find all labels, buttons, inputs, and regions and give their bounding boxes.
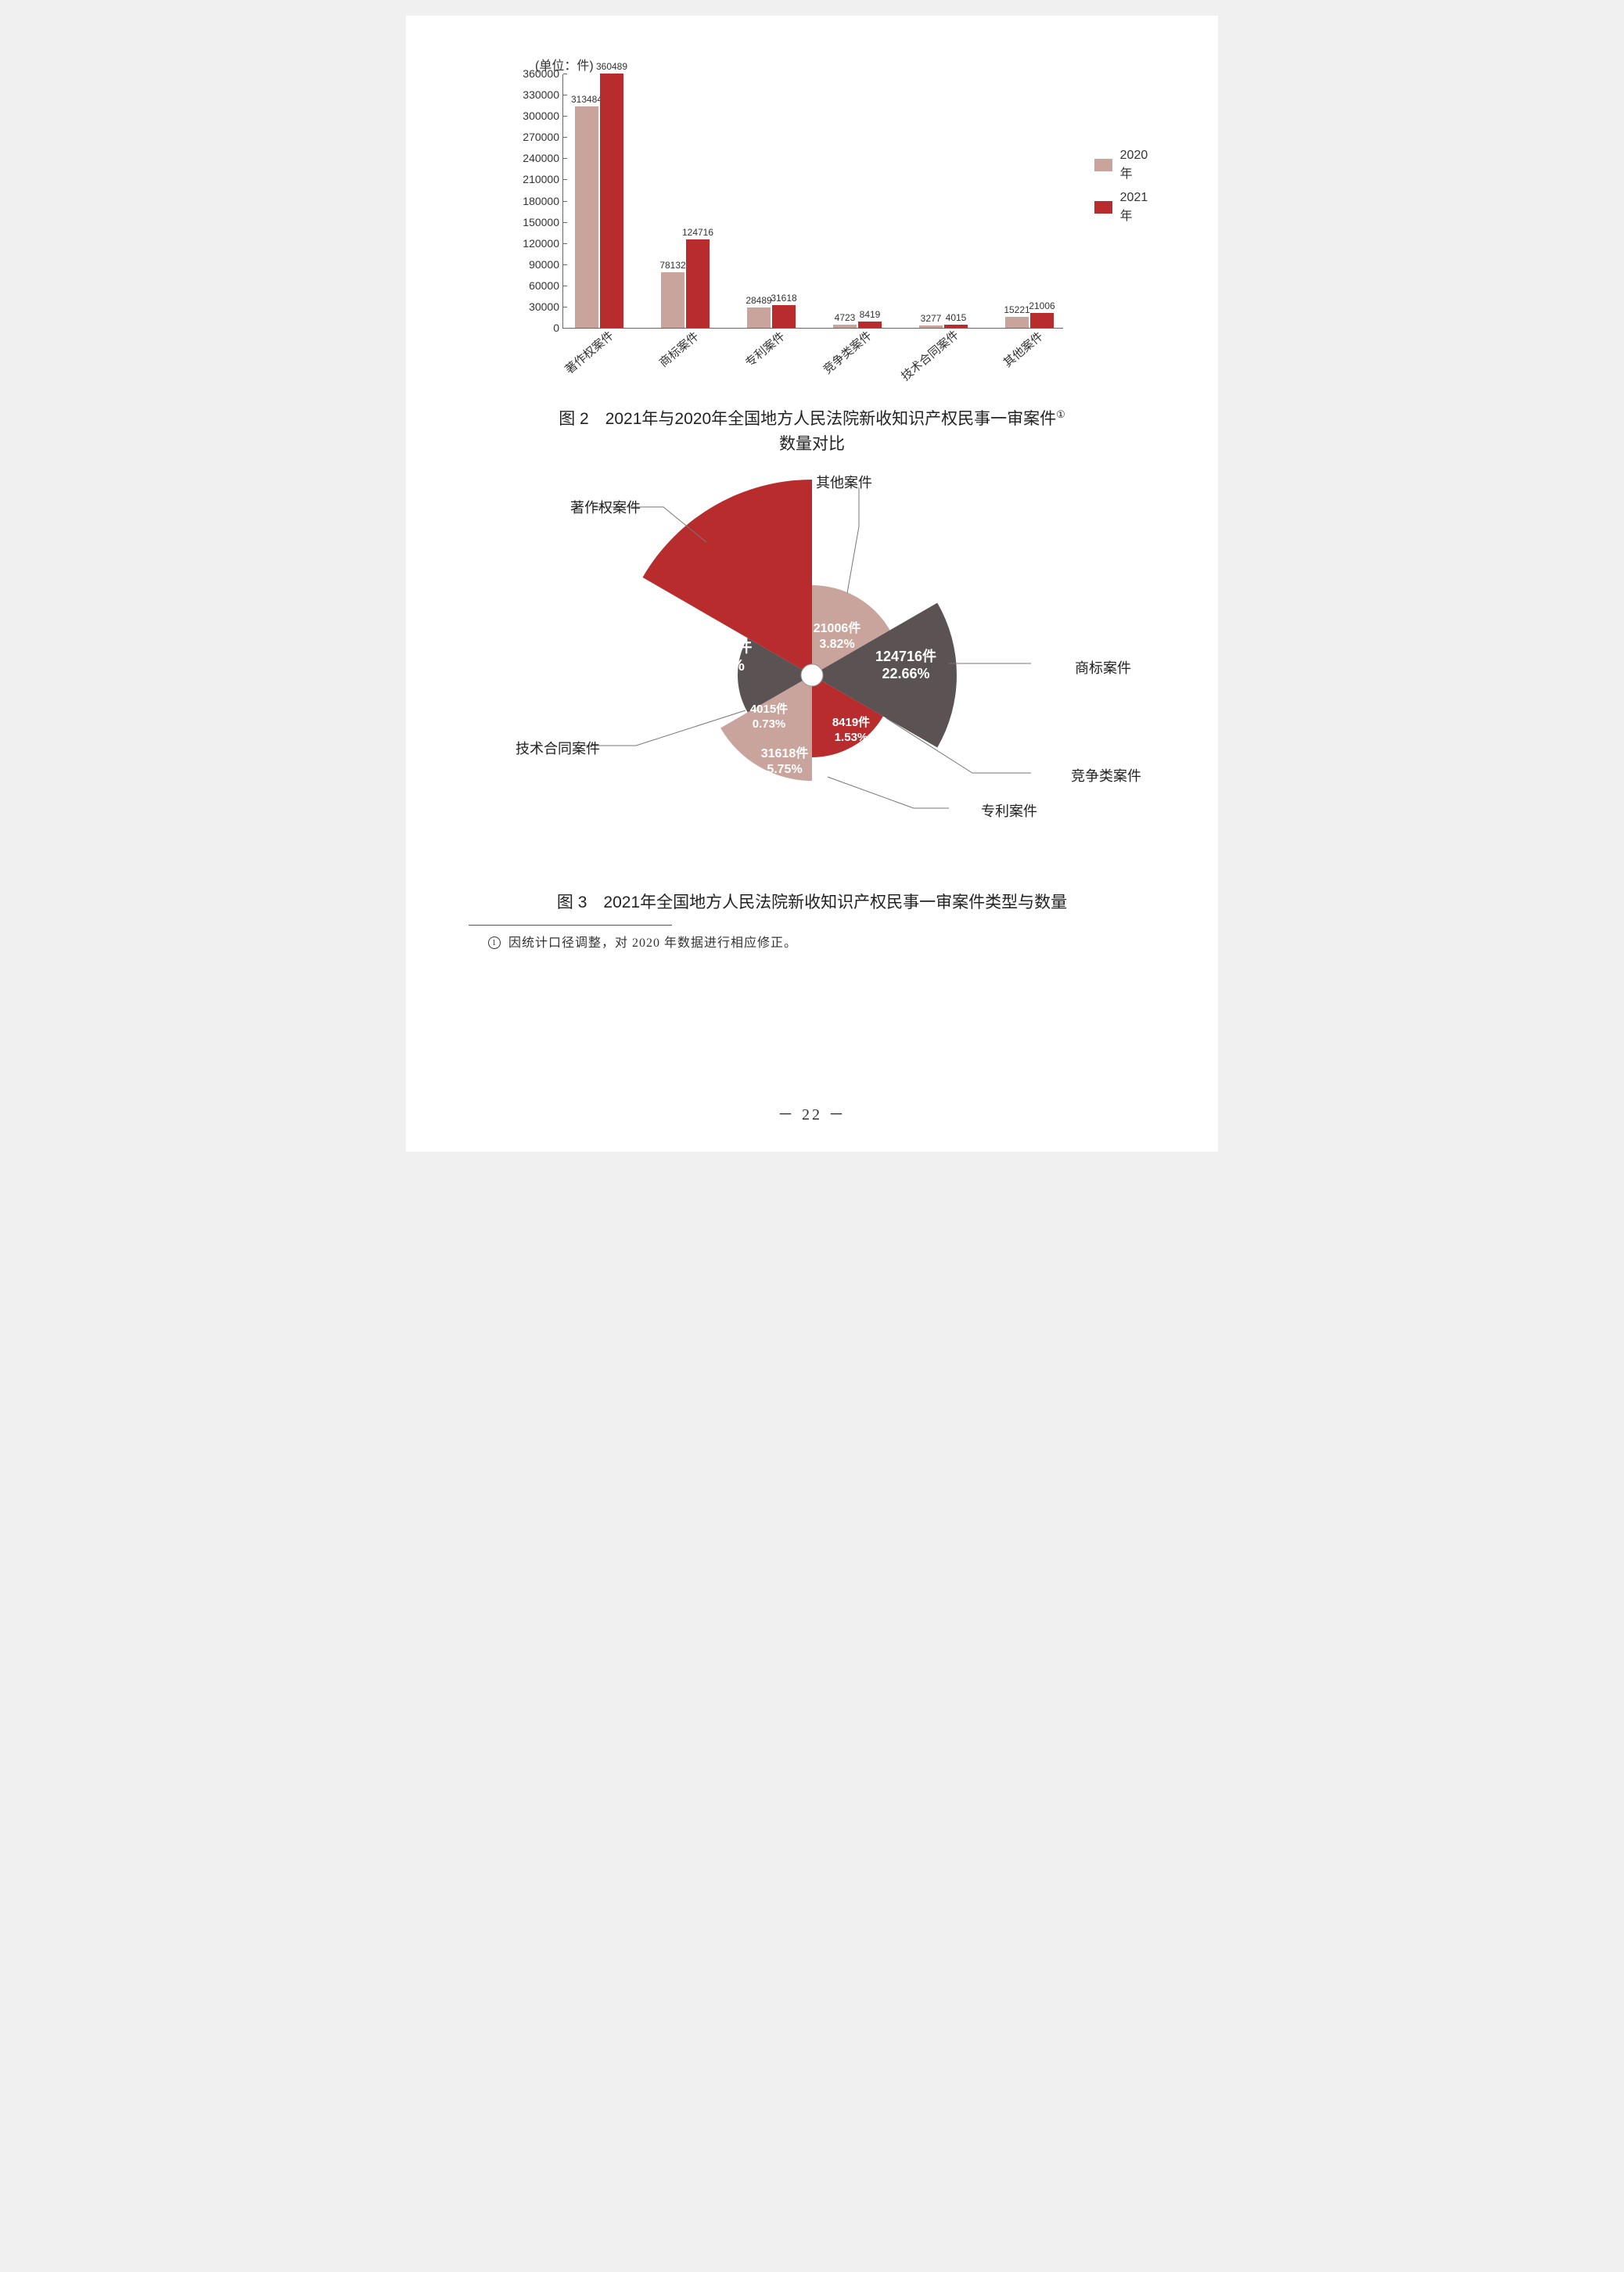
bar-group: 47238419竞争类案件 — [833, 322, 882, 328]
bar: 28489 — [747, 307, 771, 328]
bar-legend: 2020 年 2021 年 — [1094, 149, 1155, 233]
bar: 124716 — [686, 239, 710, 328]
page-number: － 22 － — [406, 1102, 1218, 1124]
bar: 15221 — [1005, 317, 1029, 328]
bar-value-label: 15221 — [1004, 304, 1029, 315]
slice-pct-label: 0.73% — [753, 717, 786, 731]
footnote-number: 1 — [488, 936, 501, 949]
figure-3-title: 图 3 2021年全国地方人民法院新收知识产权民事一审案件类型与数量 — [469, 890, 1155, 915]
figure-2-title: 图 2 2021年与2020年全国地方人民法院新收知识产权民事一审案件① 数量对… — [469, 407, 1155, 456]
footnote-text: 因统计口径调整，对 2020 年数据进行相应修正。 — [508, 936, 797, 950]
y-tick-label: 360000 — [523, 67, 563, 80]
y-tick-label: 150000 — [523, 216, 563, 228]
slice-value-label: 124716件 — [875, 648, 936, 664]
y-tick-label: 90000 — [529, 258, 563, 271]
slice-value-label: 360489件 — [684, 637, 753, 656]
bar-value-label: 31618 — [771, 293, 796, 304]
bar-plot-area: 0300006000090000120000150000180000210000… — [562, 74, 1063, 329]
bar-value-label: 4015 — [946, 312, 967, 323]
slice-pct-label: 3.82% — [819, 638, 854, 651]
x-tick-label: 其他案件 — [1000, 328, 1046, 371]
bar-value-label: 4723 — [835, 312, 856, 323]
bar-value-label: 21006 — [1029, 300, 1055, 311]
bar: 78132 — [661, 272, 684, 328]
leader-line — [847, 487, 859, 593]
leader-line — [828, 777, 949, 808]
legend-label: 2020 年 — [1120, 149, 1155, 182]
legend-swatch — [1094, 159, 1112, 171]
legend-item: 2020 年 — [1094, 149, 1155, 182]
rose-category-label: 竞争类案件 — [1071, 765, 1141, 785]
slice-value-label: 31618件 — [761, 746, 809, 760]
figure-2-title-line1: 图 2 2021年与2020年全国地方人民法院新收知识产权民事一审案件 — [559, 410, 1056, 428]
legend-item: 2021 年 — [1094, 191, 1155, 224]
bar: 31618 — [772, 305, 796, 328]
rose-chart: 360489件65.51% 21006件 3.82% 124716件 22.66% 841… — [469, 464, 1155, 886]
bar-value-label: 313484 — [571, 94, 602, 105]
figure-2-title-line2: 数量对比 — [779, 435, 845, 453]
bar-value-label: 124716 — [682, 227, 713, 238]
footnote: 1 因统计口径调整，对 2020 年数据进行相应修正。 — [488, 932, 1155, 951]
slice-pct-label: 1.53% — [835, 731, 868, 744]
bar-group: 313484360489著作权案件 — [575, 74, 623, 328]
rose-category-label: 技术合同案件 — [516, 738, 600, 758]
x-tick-label: 技术合同案件 — [897, 326, 961, 384]
y-tick-label: 180000 — [523, 195, 563, 207]
rose-svg: 360489件65.51% 21006件 3.82% 124716件 22.66% 841… — [562, 464, 1062, 886]
rose-category-label: 专利案件 — [981, 800, 1037, 821]
bar-chart: (单位：件) 030000600009000012000015000018000… — [500, 55, 1155, 391]
y-tick-label: 240000 — [523, 152, 563, 164]
bar-value-label: 8419 — [860, 309, 881, 320]
bar: 4015 — [944, 325, 968, 328]
x-tick-label: 著作权案件 — [561, 327, 616, 377]
bar: 21006 — [1030, 313, 1054, 328]
bar-value-label: 28489 — [746, 295, 771, 306]
bar-value-label: 78132 — [659, 260, 685, 271]
bar: 8419 — [858, 322, 882, 328]
bar: 360489 — [600, 74, 623, 328]
bar-group: 2848931618专利案件 — [747, 305, 796, 328]
y-tick-label: 270000 — [523, 131, 563, 143]
y-tick-label: 330000 — [523, 88, 563, 101]
rose-category-label: 著作权案件 — [570, 497, 641, 517]
bar-group: 1522121006其他案件 — [1005, 313, 1054, 328]
footnote-marker: ① — [1056, 408, 1065, 420]
document-page: (单位：件) 030000600009000012000015000018000… — [406, 16, 1218, 1152]
bar-group: 78132124716商标案件 — [661, 239, 710, 328]
rose-center — [801, 664, 823, 686]
y-tick-label: 30000 — [529, 300, 563, 313]
x-tick-label: 专利案件 — [742, 328, 788, 371]
slice-value-label: 8419件 — [832, 715, 870, 729]
bar: 4723 — [833, 325, 857, 328]
legend-swatch — [1094, 201, 1112, 214]
slice-value-label: 4015件 — [750, 702, 788, 716]
bar-value-label: 3277 — [921, 313, 942, 324]
bar-group: 32774015技术合同案件 — [919, 325, 968, 328]
legend-label: 2021 年 — [1120, 191, 1155, 224]
bar: 313484 — [575, 106, 598, 328]
bar-value-label: 360489 — [596, 61, 627, 72]
rose-category-label: 商标案件 — [1075, 657, 1131, 678]
y-tick-label: 210000 — [523, 173, 563, 185]
y-tick-label: 0 — [553, 322, 563, 334]
slice-pct-label: 5.75% — [767, 763, 802, 776]
slice-pct-label: 65.51% — [692, 657, 745, 674]
slice-value-label: 21006件 — [814, 620, 861, 635]
rose-category-label: 其他案件 — [816, 472, 872, 492]
x-tick-label: 竞争类案件 — [819, 327, 875, 377]
bar: 3277 — [919, 325, 943, 328]
slice-pct-label: 22.66% — [882, 666, 929, 681]
y-tick-label: 60000 — [529, 279, 563, 292]
x-tick-label: 商标案件 — [656, 328, 702, 371]
y-tick-label: 300000 — [523, 110, 563, 122]
footnote-rule — [469, 925, 672, 926]
y-tick-label: 120000 — [523, 237, 563, 250]
